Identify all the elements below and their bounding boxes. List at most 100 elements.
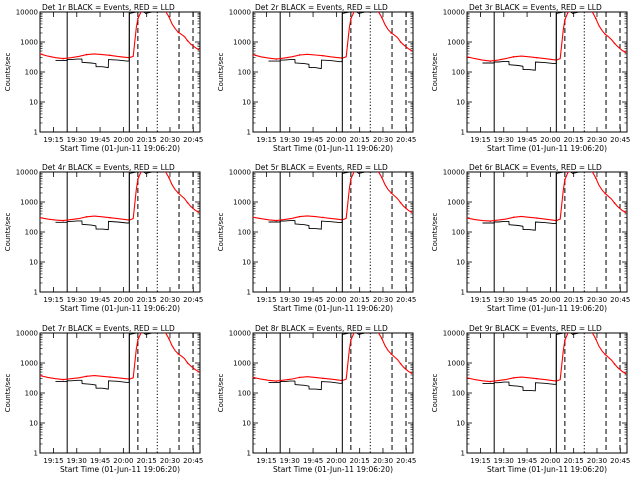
series-lld-point [399, 362, 402, 365]
y-tick-label: 1 [34, 129, 38, 137]
y-tick-label: 10 [29, 99, 38, 107]
y-tick-label: 10 [242, 420, 251, 428]
series-lld-point [604, 192, 607, 195]
x-tick-label: 20:45 [396, 296, 416, 304]
x-tick-label: 19:45 [517, 296, 537, 304]
x-tick-label: 20:30 [373, 457, 393, 465]
y-tick-label: 1000 [20, 199, 38, 207]
series-lld-point [489, 220, 492, 222]
y-tick-label: 10000 [16, 9, 38, 17]
series-lld-point [399, 41, 402, 43]
series-events-line [268, 333, 378, 391]
series-lld-point [137, 17, 139, 20]
plot-frame [466, 171, 628, 293]
series-lld-point [197, 48, 200, 51]
y-tick-label: 1000 [233, 199, 251, 207]
x-tick-label: 19:30 [280, 457, 300, 465]
x-tick-label: 20:00 [113, 136, 133, 144]
y-tick-label: 100 [452, 390, 465, 398]
y-axis-label: Counts/sec [431, 53, 439, 92]
series-lld-point [536, 217, 538, 219]
series-lld-point [410, 49, 413, 52]
series-lld-point [390, 353, 393, 355]
y-tick-label: 10000 [443, 9, 465, 17]
y-tick-label: 100 [25, 390, 38, 398]
panel-7: Det 7r BLACK = Events, RED = LLD 1 10 100 10… [4, 324, 203, 474]
x-tick-label: 19:30 [280, 136, 300, 144]
x-tick-label: 20:45 [610, 457, 630, 465]
panel-5: Det 5r BLACK = Events, RED = LLD 1 10 100 10… [217, 163, 416, 313]
x-axis-label: Start Time (01-Jun-11 19:06:20) [273, 304, 393, 313]
series-lld-point [381, 176, 383, 179]
x-axis-label: Start Time (01-Jun-11 19:06:20) [487, 465, 607, 474]
series-lld-point [197, 370, 200, 373]
series-lld-point [467, 217, 468, 219]
y-tick-label: 10 [29, 259, 38, 267]
series-lld-point [177, 31, 180, 34]
y-tick-label: 1000 [447, 39, 465, 47]
panel-2: Det 2r BLACK = Events, RED = LLD 1 10 100 10… [217, 3, 416, 153]
series-group [40, 12, 200, 69]
x-tick-label: 20:00 [113, 457, 133, 465]
series-lld-point [298, 215, 301, 218]
y-tick-label: 1000 [20, 360, 38, 368]
series-lld-point [109, 216, 111, 219]
x-axis-label: Start Time (01-Jun-11 19:06:20) [60, 465, 180, 474]
series-lld-point [613, 42, 616, 45]
series-lld-point [390, 192, 393, 194]
x-tick-label: 19:15 [256, 136, 276, 144]
series-events-line [482, 333, 592, 392]
x-axis-label: Start Time (01-Jun-11 19:06:20) [487, 304, 607, 313]
plot-frame [466, 11, 628, 133]
x-tick-label: 19:15 [43, 296, 63, 304]
series-lld-line [467, 333, 626, 383]
x-tick-label: 20:30 [587, 457, 607, 465]
series-lld-line [253, 172, 412, 222]
x-tick-label: 20:00 [326, 136, 346, 144]
panel-3: Det 3r BLACK = Events, RED = LLD 1 10 100 10… [431, 3, 630, 153]
x-tick-label: 20:15 [137, 136, 157, 144]
series-lld-point [197, 211, 200, 213]
series-lld-line [253, 333, 412, 382]
x-tick-label: 20:30 [373, 136, 393, 144]
x-axis-label: Start Time (01-Jun-11 19:06:20) [60, 304, 180, 313]
series-lld-line [40, 12, 199, 60]
series-lld-point [489, 60, 492, 62]
series-lld-point [177, 192, 180, 194]
x-tick-label: 19:15 [470, 136, 490, 144]
series-lld-point [62, 378, 65, 381]
y-tick-label: 100 [238, 69, 251, 77]
panel-1: Det 1r BLACK = Events, RED = LLD 1 10 100 10… [4, 3, 203, 153]
series-lld-point [595, 338, 597, 341]
series-lld-point [350, 339, 352, 341]
series-lld-point [595, 17, 597, 20]
y-tick-label: 1000 [233, 39, 251, 47]
x-tick-label: 19:30 [494, 296, 514, 304]
y-tick-label: 1 [461, 450, 465, 458]
y-tick-label: 1000 [233, 360, 251, 368]
x-tick-label: 20:00 [326, 457, 346, 465]
series-group [253, 12, 413, 70]
y-tick-label: 100 [238, 229, 251, 237]
y-tick-label: 10000 [16, 169, 38, 177]
series-lld-point [613, 363, 616, 365]
series-group [40, 172, 200, 231]
series-lld-point [410, 372, 413, 374]
series-lld-line [40, 172, 199, 222]
x-tick-label: 20:30 [587, 136, 607, 144]
series-lld-line [467, 12, 626, 62]
series-events-line [55, 333, 165, 390]
x-tick-label: 19:45 [303, 136, 323, 144]
y-tick-label: 1000 [20, 39, 38, 47]
y-tick-label: 1 [247, 450, 251, 458]
series-lld-point [410, 211, 413, 213]
x-tick-label: 20:00 [326, 296, 346, 304]
series-lld-point [613, 202, 616, 204]
series-lld-point [85, 216, 88, 218]
y-tick-label: 10000 [229, 9, 251, 17]
y-tick-label: 1 [461, 129, 465, 137]
series-lld-point [40, 374, 41, 377]
x-tick-label: 20:15 [137, 457, 157, 465]
panel-title: Det 1r BLACK = Events, RED = LLD [42, 3, 175, 12]
